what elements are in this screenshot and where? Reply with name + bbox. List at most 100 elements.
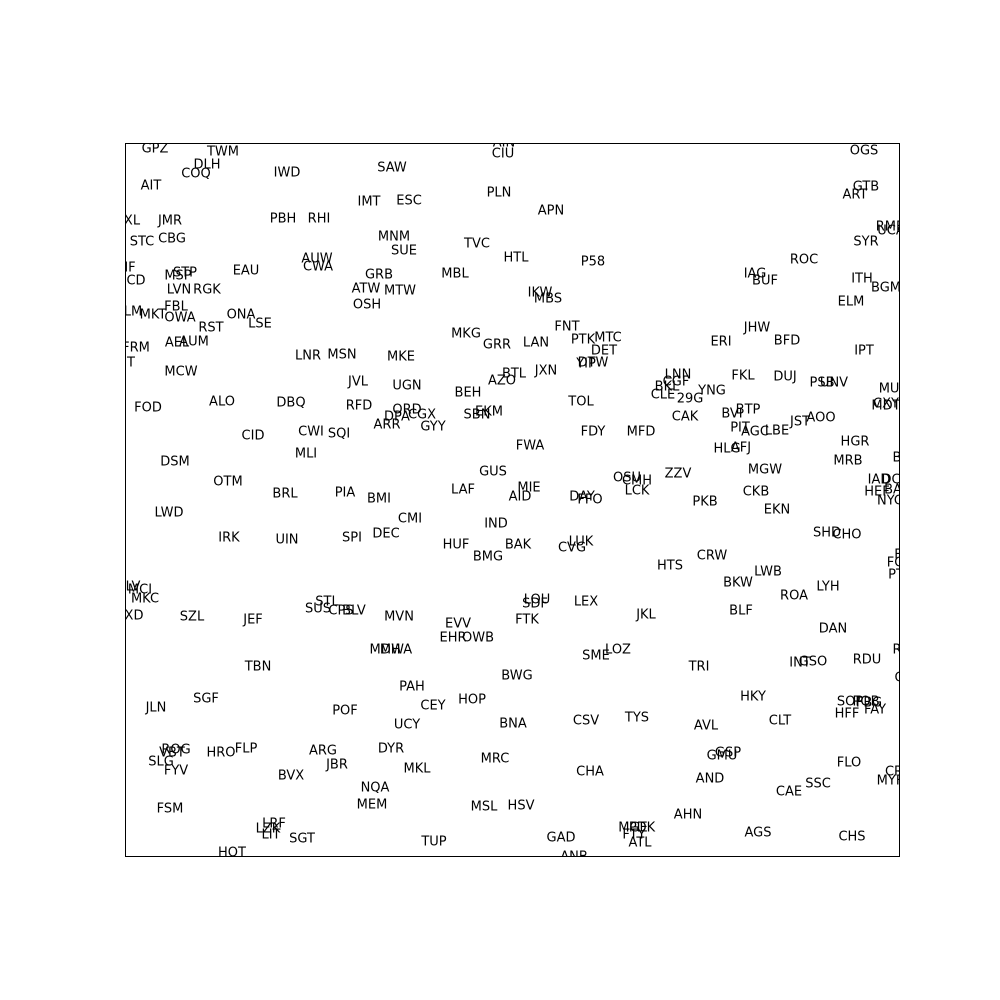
airport-label-and: AND xyxy=(695,771,725,787)
airport-label-ael: AEL xyxy=(164,335,190,351)
airport-label-mcw: MCW xyxy=(164,364,198,380)
airport-label-szl: SZL xyxy=(179,609,205,625)
airport-label-rgk: RGK xyxy=(193,282,221,298)
airport-label-aum: AUM xyxy=(179,334,209,350)
airport-label-hop: HOP xyxy=(458,692,486,708)
airport-label-bkw: BKW xyxy=(723,575,753,591)
airport-label-art: ART xyxy=(842,187,868,203)
airport-label-tbn: TBN xyxy=(244,659,272,675)
airport-label-lit: LIT xyxy=(261,827,281,843)
airport-label-gad: GAD xyxy=(546,830,576,846)
airport-label-bmi: BMI xyxy=(367,491,391,507)
airport-label-azo: AZO xyxy=(487,373,517,389)
airport-map: GPZ TWM DLH COQ AIT IWD SAW AIN CIU OGS GTB ART PLN I… xyxy=(125,143,900,857)
airport-label-arg: ARG xyxy=(309,743,337,759)
airport-label-ahn: AHN xyxy=(673,807,703,823)
airport-label-tri: TRI xyxy=(688,659,710,675)
airport-label-lse: LSE xyxy=(248,316,272,332)
airport-label-dec: DEC xyxy=(372,526,400,542)
airport-label-det: DET xyxy=(590,343,618,359)
airport-label-hff: HFF xyxy=(834,706,860,722)
airport-label-pln: PLN xyxy=(486,185,512,201)
airport-label-frm: FRM xyxy=(125,340,150,356)
airport-label-grr: GRR xyxy=(482,337,512,353)
airport-label-cd: CD xyxy=(126,273,146,289)
airport-label-mvn: MVN xyxy=(384,609,414,625)
airport-label-jln: JLN xyxy=(145,700,167,716)
airport-label-eau: EAU xyxy=(232,263,260,279)
airport-label-jmr: JMR xyxy=(157,213,183,229)
airport-label-osh: OSH xyxy=(352,297,382,313)
airport-label-cgf: CGF xyxy=(662,374,690,390)
airport-label-hot: HOT xyxy=(218,845,246,858)
airport-label-spi: SPI xyxy=(342,530,362,546)
airport-label-lwb: LWB xyxy=(754,564,782,580)
airport-label-mdt: MDT xyxy=(871,398,900,414)
airport-label-sgf: SGF xyxy=(193,691,219,707)
airport-label-mie: MIE xyxy=(517,480,541,496)
airport-label-b: B xyxy=(892,450,900,466)
airport-label-ffo: FFO xyxy=(577,492,603,508)
airport-label-chs: CHS xyxy=(838,829,866,845)
airport-label-vbt: VBT xyxy=(159,745,185,761)
airport-label-ind: IND xyxy=(484,516,508,532)
airport-label-lbe: LBE xyxy=(764,423,790,439)
airport-label-jkl: JKL xyxy=(636,607,656,623)
airport-label-jef: JEF xyxy=(243,612,263,628)
airport-label-fsm: FSM xyxy=(156,801,184,817)
airport-label-ipt: IPT xyxy=(854,343,874,359)
airport-label-dyr: DYR xyxy=(377,741,405,757)
airport-label-int: INT xyxy=(789,655,811,671)
airport-label-lv: LV xyxy=(125,579,141,595)
airport-label-flo: FLO xyxy=(836,755,862,771)
airport-label-grb: GRB xyxy=(364,267,394,283)
airport-label-ith: ITH xyxy=(851,271,873,287)
airport-label-loz: LOZ xyxy=(605,642,631,658)
airport-label-gmu: GMU xyxy=(706,748,738,764)
airport-label-cey: CEY xyxy=(420,698,446,714)
airport-label-stc: STC xyxy=(129,234,155,250)
airport-label-xd: XD xyxy=(125,608,144,624)
airport-label-mke: MKE xyxy=(387,349,415,365)
airport-label-fty: FTY xyxy=(622,827,646,843)
airport-label-yng: YNG xyxy=(698,383,726,399)
airport-label-clt: CLT xyxy=(768,713,792,729)
airport-label-fay: FAY xyxy=(863,702,887,718)
airport-label-elm: ELM xyxy=(837,294,865,310)
airport-label-mtw: MTW xyxy=(383,283,417,299)
airport-label-iag: IAG xyxy=(743,266,767,282)
airport-label-cmh: CMH xyxy=(621,473,653,489)
airport-label-iwd: IWD xyxy=(273,165,301,181)
airport-label-ugn: UGN xyxy=(392,378,422,394)
airport-label-aid: AID xyxy=(508,489,532,505)
airport-label-msn: MSN xyxy=(327,347,357,363)
airport-label-hky: HKY xyxy=(740,689,766,705)
airport-label-sqi: SQI xyxy=(327,426,351,442)
airport-label-bak: BAK xyxy=(504,537,532,553)
airport-label-rfd: RFD xyxy=(345,398,373,414)
airport-label-bna: BNA xyxy=(499,716,527,732)
airport-label-esc: ESC xyxy=(396,193,422,209)
airport-label-day: DAY xyxy=(569,489,595,505)
airport-label-mtc: MTC xyxy=(594,330,622,346)
airport-label-gpz: GPZ xyxy=(141,143,169,157)
airport-label-aoo: AOO xyxy=(806,410,836,426)
airport-label-lan: LAN xyxy=(522,335,550,351)
airport-label-atw: ATW xyxy=(351,281,381,297)
airport-label-cid: CID xyxy=(241,428,265,444)
airport-label-hgr: HGR xyxy=(840,434,870,450)
airport-label-mkt: MKT xyxy=(139,307,167,323)
airport-label-tup: TUP xyxy=(421,834,447,850)
airport-label-ikw: IKW xyxy=(527,285,553,301)
airport-label-mgw: MGW xyxy=(747,462,783,478)
airport-label-dbq: DBQ xyxy=(276,395,306,411)
airport-label-hro: HRO xyxy=(206,745,236,761)
airport-label-otm: OTM xyxy=(213,474,243,490)
airport-label-jbr: JBR xyxy=(326,757,348,773)
airport-label-jhw: JHW xyxy=(743,320,771,336)
airport-label-coq: COQ xyxy=(181,166,211,182)
airport-label-ftk: FTK xyxy=(515,612,539,628)
airport-label-sdf: SDF xyxy=(522,596,548,612)
airport-label-cak: CAK xyxy=(671,409,699,425)
airport-label-bkl: BKL xyxy=(654,379,680,395)
